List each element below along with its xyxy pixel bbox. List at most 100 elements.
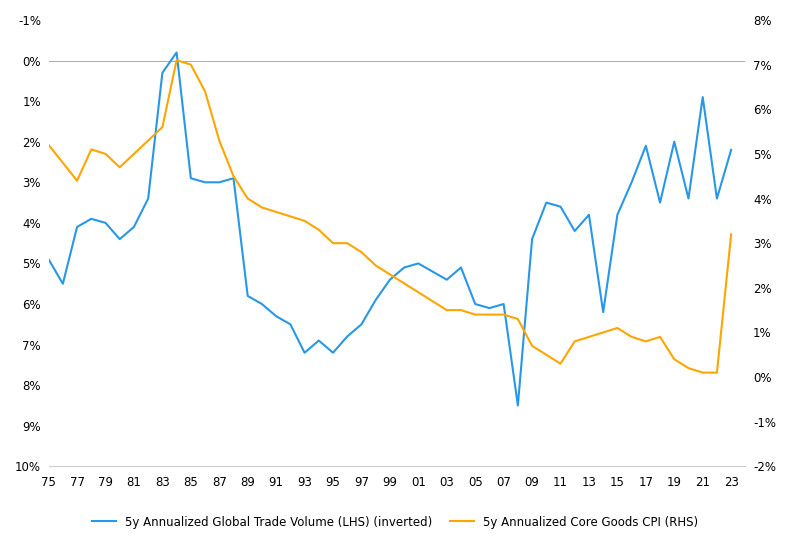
5y Annualized Global Trade Volume (LHS) (inverted): [399, 264, 409, 271]
5y Annualized Core Goods CPI (RHS): [385, 271, 395, 278]
5y Annualized Global Trade Volume (LHS) (inverted): [442, 276, 452, 283]
5y Annualized Global Trade Volume (LHS) (inverted): [528, 236, 537, 242]
5y Annualized Core Goods CPI (RHS): [214, 137, 224, 144]
5y Annualized Global Trade Volume (LHS) (inverted): [613, 211, 623, 218]
5y Annualized Global Trade Volume (LHS) (inverted): [599, 309, 608, 315]
5y Annualized Global Trade Volume (LHS) (inverted): [357, 321, 366, 327]
5y Annualized Global Trade Volume (LHS) (inverted): [414, 260, 423, 267]
5y Annualized Global Trade Volume (LHS) (inverted): [683, 195, 693, 202]
5y Annualized Global Trade Volume (LHS) (inverted): [72, 224, 81, 230]
5y Annualized Core Goods CPI (RHS): [72, 177, 81, 184]
5y Annualized Global Trade Volume (LHS) (inverted): [172, 49, 181, 56]
5y Annualized Core Goods CPI (RHS): [115, 164, 124, 171]
5y Annualized Core Goods CPI (RHS): [585, 334, 594, 340]
5y Annualized Global Trade Volume (LHS) (inverted): [286, 321, 295, 327]
5y Annualized Core Goods CPI (RHS): [44, 141, 53, 148]
5y Annualized Global Trade Volume (LHS) (inverted): [186, 175, 195, 182]
5y Annualized Core Goods CPI (RHS): [528, 343, 537, 349]
5y Annualized Core Goods CPI (RHS): [399, 280, 409, 287]
5y Annualized Global Trade Volume (LHS) (inverted): [328, 350, 338, 356]
5y Annualized Core Goods CPI (RHS): [499, 311, 509, 318]
5y Annualized Core Goods CPI (RHS): [186, 61, 195, 68]
Legend: 5y Annualized Global Trade Volume (LHS) (inverted), 5y Annualized Core Goods CPI: 5y Annualized Global Trade Volume (LHS) …: [88, 511, 703, 533]
5y Annualized Core Goods CPI (RHS): [655, 334, 664, 340]
5y Annualized Core Goods CPI (RHS): [243, 195, 252, 202]
5y Annualized Global Trade Volume (LHS) (inverted): [499, 301, 509, 307]
5y Annualized Core Goods CPI (RHS): [271, 209, 281, 215]
5y Annualized Core Goods CPI (RHS): [442, 307, 452, 313]
5y Annualized Core Goods CPI (RHS): [58, 159, 67, 166]
5y Annualized Global Trade Volume (LHS) (inverted): [243, 293, 252, 299]
5y Annualized Core Goods CPI (RHS): [357, 249, 366, 255]
5y Annualized Global Trade Volume (LHS) (inverted): [300, 350, 309, 356]
5y Annualized Core Goods CPI (RHS): [556, 360, 566, 367]
5y Annualized Core Goods CPI (RHS): [129, 151, 138, 157]
5y Annualized Core Goods CPI (RHS): [599, 329, 608, 335]
5y Annualized Core Goods CPI (RHS): [414, 289, 423, 295]
5y Annualized Global Trade Volume (LHS) (inverted): [214, 179, 224, 185]
5y Annualized Global Trade Volume (LHS) (inverted): [371, 296, 380, 303]
5y Annualized Global Trade Volume (LHS) (inverted): [58, 281, 67, 287]
5y Annualized Core Goods CPI (RHS): [513, 316, 523, 322]
5y Annualized Core Goods CPI (RHS): [485, 311, 494, 318]
5y Annualized Global Trade Volume (LHS) (inverted): [86, 216, 96, 222]
5y Annualized Global Trade Volume (LHS) (inverted): [726, 146, 736, 153]
Line: 5y Annualized Core Goods CPI (RHS): 5y Annualized Core Goods CPI (RHS): [48, 60, 731, 372]
5y Annualized Global Trade Volume (LHS) (inverted): [157, 69, 167, 76]
5y Annualized Core Goods CPI (RHS): [172, 57, 181, 63]
5y Annualized Core Goods CPI (RHS): [712, 369, 721, 376]
5y Annualized Global Trade Volume (LHS) (inverted): [100, 220, 110, 226]
5y Annualized Global Trade Volume (LHS) (inverted): [626, 179, 636, 185]
5y Annualized Global Trade Volume (LHS) (inverted): [44, 256, 53, 263]
5y Annualized Global Trade Volume (LHS) (inverted): [385, 276, 395, 283]
5y Annualized Global Trade Volume (LHS) (inverted): [271, 313, 281, 319]
5y Annualized Global Trade Volume (LHS) (inverted): [698, 94, 707, 100]
5y Annualized Core Goods CPI (RHS): [157, 124, 167, 131]
5y Annualized Global Trade Volume (LHS) (inverted): [456, 264, 466, 271]
5y Annualized Global Trade Volume (LHS) (inverted): [129, 224, 138, 230]
5y Annualized Core Goods CPI (RHS): [343, 240, 352, 247]
5y Annualized Global Trade Volume (LHS) (inverted): [641, 143, 650, 149]
5y Annualized Core Goods CPI (RHS): [542, 352, 551, 358]
5y Annualized Core Goods CPI (RHS): [86, 146, 96, 153]
5y Annualized Core Goods CPI (RHS): [257, 204, 267, 211]
5y Annualized Global Trade Volume (LHS) (inverted): [343, 333, 352, 340]
5y Annualized Core Goods CPI (RHS): [726, 231, 736, 237]
5y Annualized Global Trade Volume (LHS) (inverted): [655, 199, 664, 206]
5y Annualized Global Trade Volume (LHS) (inverted): [556, 203, 566, 210]
5y Annualized Core Goods CPI (RHS): [613, 325, 623, 331]
5y Annualized Core Goods CPI (RHS): [641, 338, 650, 345]
5y Annualized Global Trade Volume (LHS) (inverted): [485, 305, 494, 311]
5y Annualized Core Goods CPI (RHS): [669, 356, 679, 363]
5y Annualized Core Goods CPI (RHS): [683, 365, 693, 371]
5y Annualized Global Trade Volume (LHS) (inverted): [428, 268, 437, 275]
5y Annualized Global Trade Volume (LHS) (inverted): [200, 179, 210, 185]
5y Annualized Core Goods CPI (RHS): [371, 262, 380, 269]
5y Annualized Core Goods CPI (RHS): [300, 217, 309, 224]
Line: 5y Annualized Global Trade Volume (LHS) (inverted): 5y Annualized Global Trade Volume (LHS) …: [48, 53, 731, 405]
5y Annualized Global Trade Volume (LHS) (inverted): [669, 138, 679, 145]
5y Annualized Global Trade Volume (LHS) (inverted): [471, 301, 480, 307]
5y Annualized Core Goods CPI (RHS): [229, 173, 238, 179]
5y Annualized Core Goods CPI (RHS): [698, 369, 707, 376]
5y Annualized Core Goods CPI (RHS): [570, 338, 580, 345]
5y Annualized Global Trade Volume (LHS) (inverted): [314, 337, 324, 344]
5y Annualized Core Goods CPI (RHS): [286, 213, 295, 220]
5y Annualized Core Goods CPI (RHS): [328, 240, 338, 247]
5y Annualized Core Goods CPI (RHS): [456, 307, 466, 313]
5y Annualized Core Goods CPI (RHS): [100, 151, 110, 157]
5y Annualized Core Goods CPI (RHS): [626, 334, 636, 340]
5y Annualized Global Trade Volume (LHS) (inverted): [257, 301, 267, 307]
5y Annualized Global Trade Volume (LHS) (inverted): [513, 402, 523, 409]
5y Annualized Core Goods CPI (RHS): [471, 311, 480, 318]
5y Annualized Global Trade Volume (LHS) (inverted): [712, 195, 721, 202]
5y Annualized Global Trade Volume (LHS) (inverted): [585, 211, 594, 218]
5y Annualized Global Trade Volume (LHS) (inverted): [570, 228, 580, 234]
5y Annualized Global Trade Volume (LHS) (inverted): [229, 175, 238, 182]
5y Annualized Core Goods CPI (RHS): [314, 227, 324, 233]
5y Annualized Global Trade Volume (LHS) (inverted): [542, 199, 551, 206]
5y Annualized Global Trade Volume (LHS) (inverted): [143, 195, 153, 202]
5y Annualized Global Trade Volume (LHS) (inverted): [115, 236, 124, 242]
5y Annualized Core Goods CPI (RHS): [143, 137, 153, 144]
5y Annualized Core Goods CPI (RHS): [428, 298, 437, 305]
